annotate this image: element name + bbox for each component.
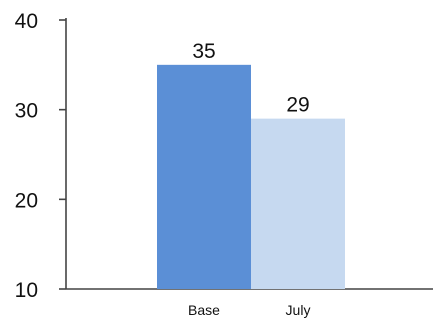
y-tick-label: 30 xyxy=(15,100,38,123)
bars xyxy=(157,65,345,289)
x-tick-labels: Base July xyxy=(188,302,310,318)
data-label-july: 29 xyxy=(286,94,309,117)
bar-base xyxy=(157,65,251,289)
y-tick-label: 20 xyxy=(15,189,38,212)
y-tick-label: 40 xyxy=(15,10,38,33)
x-tick-label-base: Base xyxy=(188,302,220,318)
data-label-base: 35 xyxy=(192,40,215,63)
y-ticks: 10 20 30 40 xyxy=(15,10,66,302)
bar-july xyxy=(251,119,345,289)
x-tick-label-july: July xyxy=(286,302,311,318)
y-tick-label: 10 xyxy=(15,279,38,302)
